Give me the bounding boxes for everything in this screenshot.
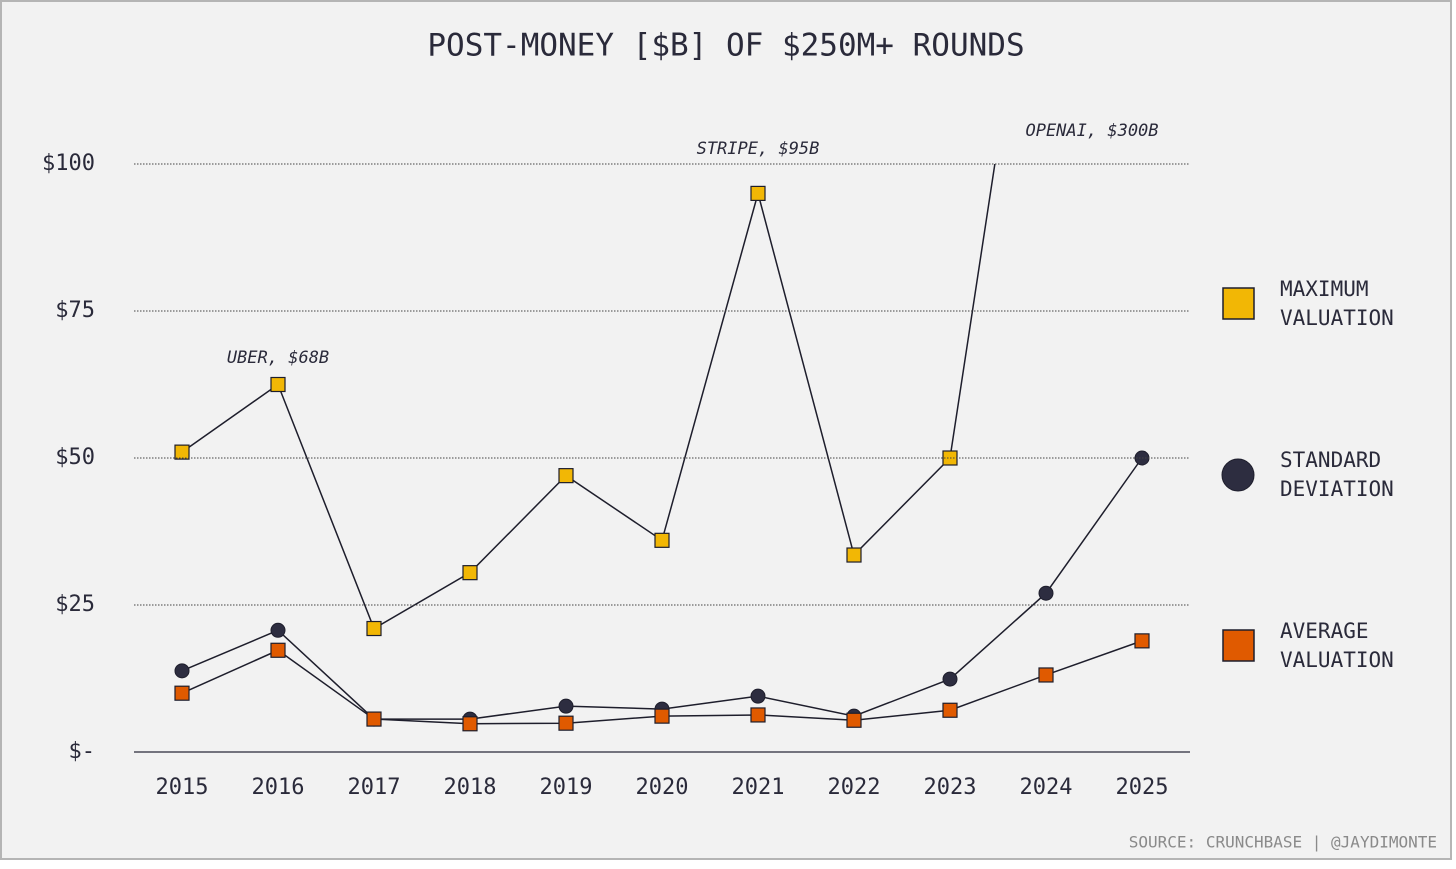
y-tick-label: $50 (55, 445, 95, 470)
point (750, 707, 766, 723)
source: SOURCE: CRUNCHBASE | @JAYDIMONTE (1129, 833, 1437, 852)
x-tick-label: 2019 (540, 775, 593, 800)
point (654, 532, 670, 548)
x-tick-label: 2022 (828, 775, 881, 800)
legend-label: AVERAGE VALUATION (1280, 619, 1394, 672)
point (654, 708, 670, 724)
point (174, 685, 190, 701)
point (558, 468, 574, 484)
x-tick-label: 2017 (348, 775, 401, 800)
annotation: STRIPE, $95B (697, 139, 820, 159)
legend-label: STANDARD DEVIATION (1280, 448, 1394, 501)
point (270, 622, 286, 638)
x-tick-label: 2015 (156, 775, 209, 800)
point (174, 444, 190, 460)
x-tick-label: 2024 (1020, 775, 1073, 800)
point (750, 185, 766, 201)
x-tick-label: 2023 (924, 775, 977, 800)
legend-label: MAXIMUM VALUATION (1280, 277, 1394, 330)
x-tick-label: 2020 (636, 775, 689, 800)
point (270, 376, 286, 393)
point (462, 716, 478, 732)
point (462, 565, 478, 581)
point (1038, 667, 1054, 683)
legend-marker (1222, 629, 1255, 662)
point (366, 711, 382, 727)
point (750, 688, 766, 704)
point (366, 620, 382, 637)
point (942, 671, 958, 687)
point (558, 698, 574, 714)
point (942, 702, 958, 718)
point (846, 547, 862, 563)
x-tick-label: 2025 (1116, 775, 1169, 800)
x-tick-label: 2021 (732, 775, 785, 800)
annotation: OPENAI, $300B (1025, 121, 1158, 141)
point (1134, 633, 1150, 649)
point (270, 642, 286, 658)
x-tick-label: 2016 (252, 775, 305, 800)
legend-marker (1221, 458, 1255, 492)
legend-marker (1222, 287, 1255, 320)
y-tick-label: $25 (55, 592, 95, 617)
point (558, 715, 574, 731)
point (846, 712, 862, 728)
chart-title: POST-MONEY [$B] OF $250M+ ROUNDS (427, 28, 1024, 64)
annotation: UBER, $68B (227, 348, 329, 368)
x-tick-label: 2018 (444, 775, 497, 800)
point (174, 663, 190, 679)
y-tick-label: $- (69, 739, 96, 764)
point (1038, 585, 1054, 601)
y-tick-label: $100 (42, 151, 95, 176)
y-tick-label: $75 (55, 298, 95, 323)
